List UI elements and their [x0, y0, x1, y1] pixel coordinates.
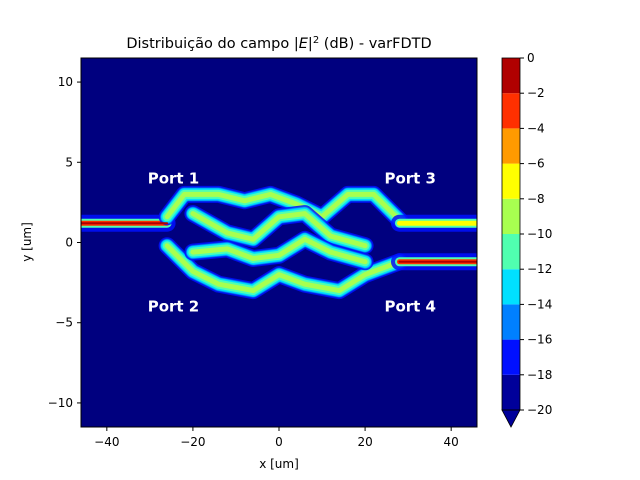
colorbar-extend-arrow — [501, 409, 521, 428]
colorbar: 0 −2 −4 −6 −8 −10 −12 −14 −16 −18 −20 — [501, 51, 552, 428]
field-core-inner-lower — [190, 236, 368, 265]
x-tick-label: −40 — [94, 435, 119, 449]
x-axis: −40 −20 0 20 40 — [94, 427, 459, 449]
x-tick-label: 20 — [357, 435, 372, 449]
field-core-lower-arm — [164, 243, 402, 294]
colorbar-tick-label: −2 — [527, 86, 545, 100]
colorbar-tick-label: −6 — [527, 157, 545, 171]
port-annotations: Port 1 Port 2 Port 3 Port 4 — [148, 169, 436, 315]
colorbar-tick-label: 0 — [527, 51, 535, 65]
x-tick-label: 0 — [275, 435, 283, 449]
x-tick-label: 40 — [444, 435, 459, 449]
colorbar-band — [502, 304, 520, 340]
chart-title: Distribuição do campo |E|2 (dB) - varFDT… — [126, 35, 431, 53]
colorbar-band — [502, 198, 520, 234]
colorbar-tick-label: −16 — [527, 333, 552, 347]
y-tick-label: 0 — [65, 236, 73, 250]
field-core-upper-arm — [164, 191, 402, 223]
colorbar-band — [502, 234, 520, 270]
x-tick-label: −20 — [180, 435, 205, 449]
colorbar-tick-label: −10 — [527, 227, 552, 241]
plot-area — [81, 58, 477, 427]
x-axis-label: x [um] — [259, 457, 299, 471]
y-tick-label: −10 — [48, 396, 73, 410]
colorbar-tick-label: −4 — [527, 121, 545, 135]
field-map — [81, 185, 477, 300]
colorbar-band — [502, 163, 520, 199]
port-label-3: Port 3 — [384, 169, 436, 187]
colorbar-band — [502, 93, 520, 129]
colorbar-band — [502, 339, 520, 375]
colorbar-tick-label: −12 — [527, 262, 552, 276]
y-tick-label: 5 — [65, 155, 73, 169]
y-axis: 10 5 0 −5 −10 — [48, 75, 81, 410]
y-axis-label: y [um] — [20, 222, 34, 262]
colorbar-band — [502, 374, 520, 410]
colorbar-band — [502, 128, 520, 164]
colorbar-tick-label: −18 — [527, 368, 552, 382]
colorbar-tick-label: −20 — [527, 403, 552, 417]
y-tick-label: −5 — [55, 316, 73, 330]
port-label-4: Port 4 — [384, 298, 436, 316]
colorbar-band — [502, 269, 520, 305]
port-label-1: Port 1 — [148, 169, 200, 187]
y-tick-label: 10 — [58, 75, 73, 89]
field-core-inner-upper — [190, 211, 368, 249]
colorbar-tick-label: −14 — [527, 297, 552, 311]
port-label-2: Port 2 — [148, 298, 200, 316]
colorbar-tick-label: −8 — [527, 192, 545, 206]
colorbar-band — [502, 58, 520, 94]
